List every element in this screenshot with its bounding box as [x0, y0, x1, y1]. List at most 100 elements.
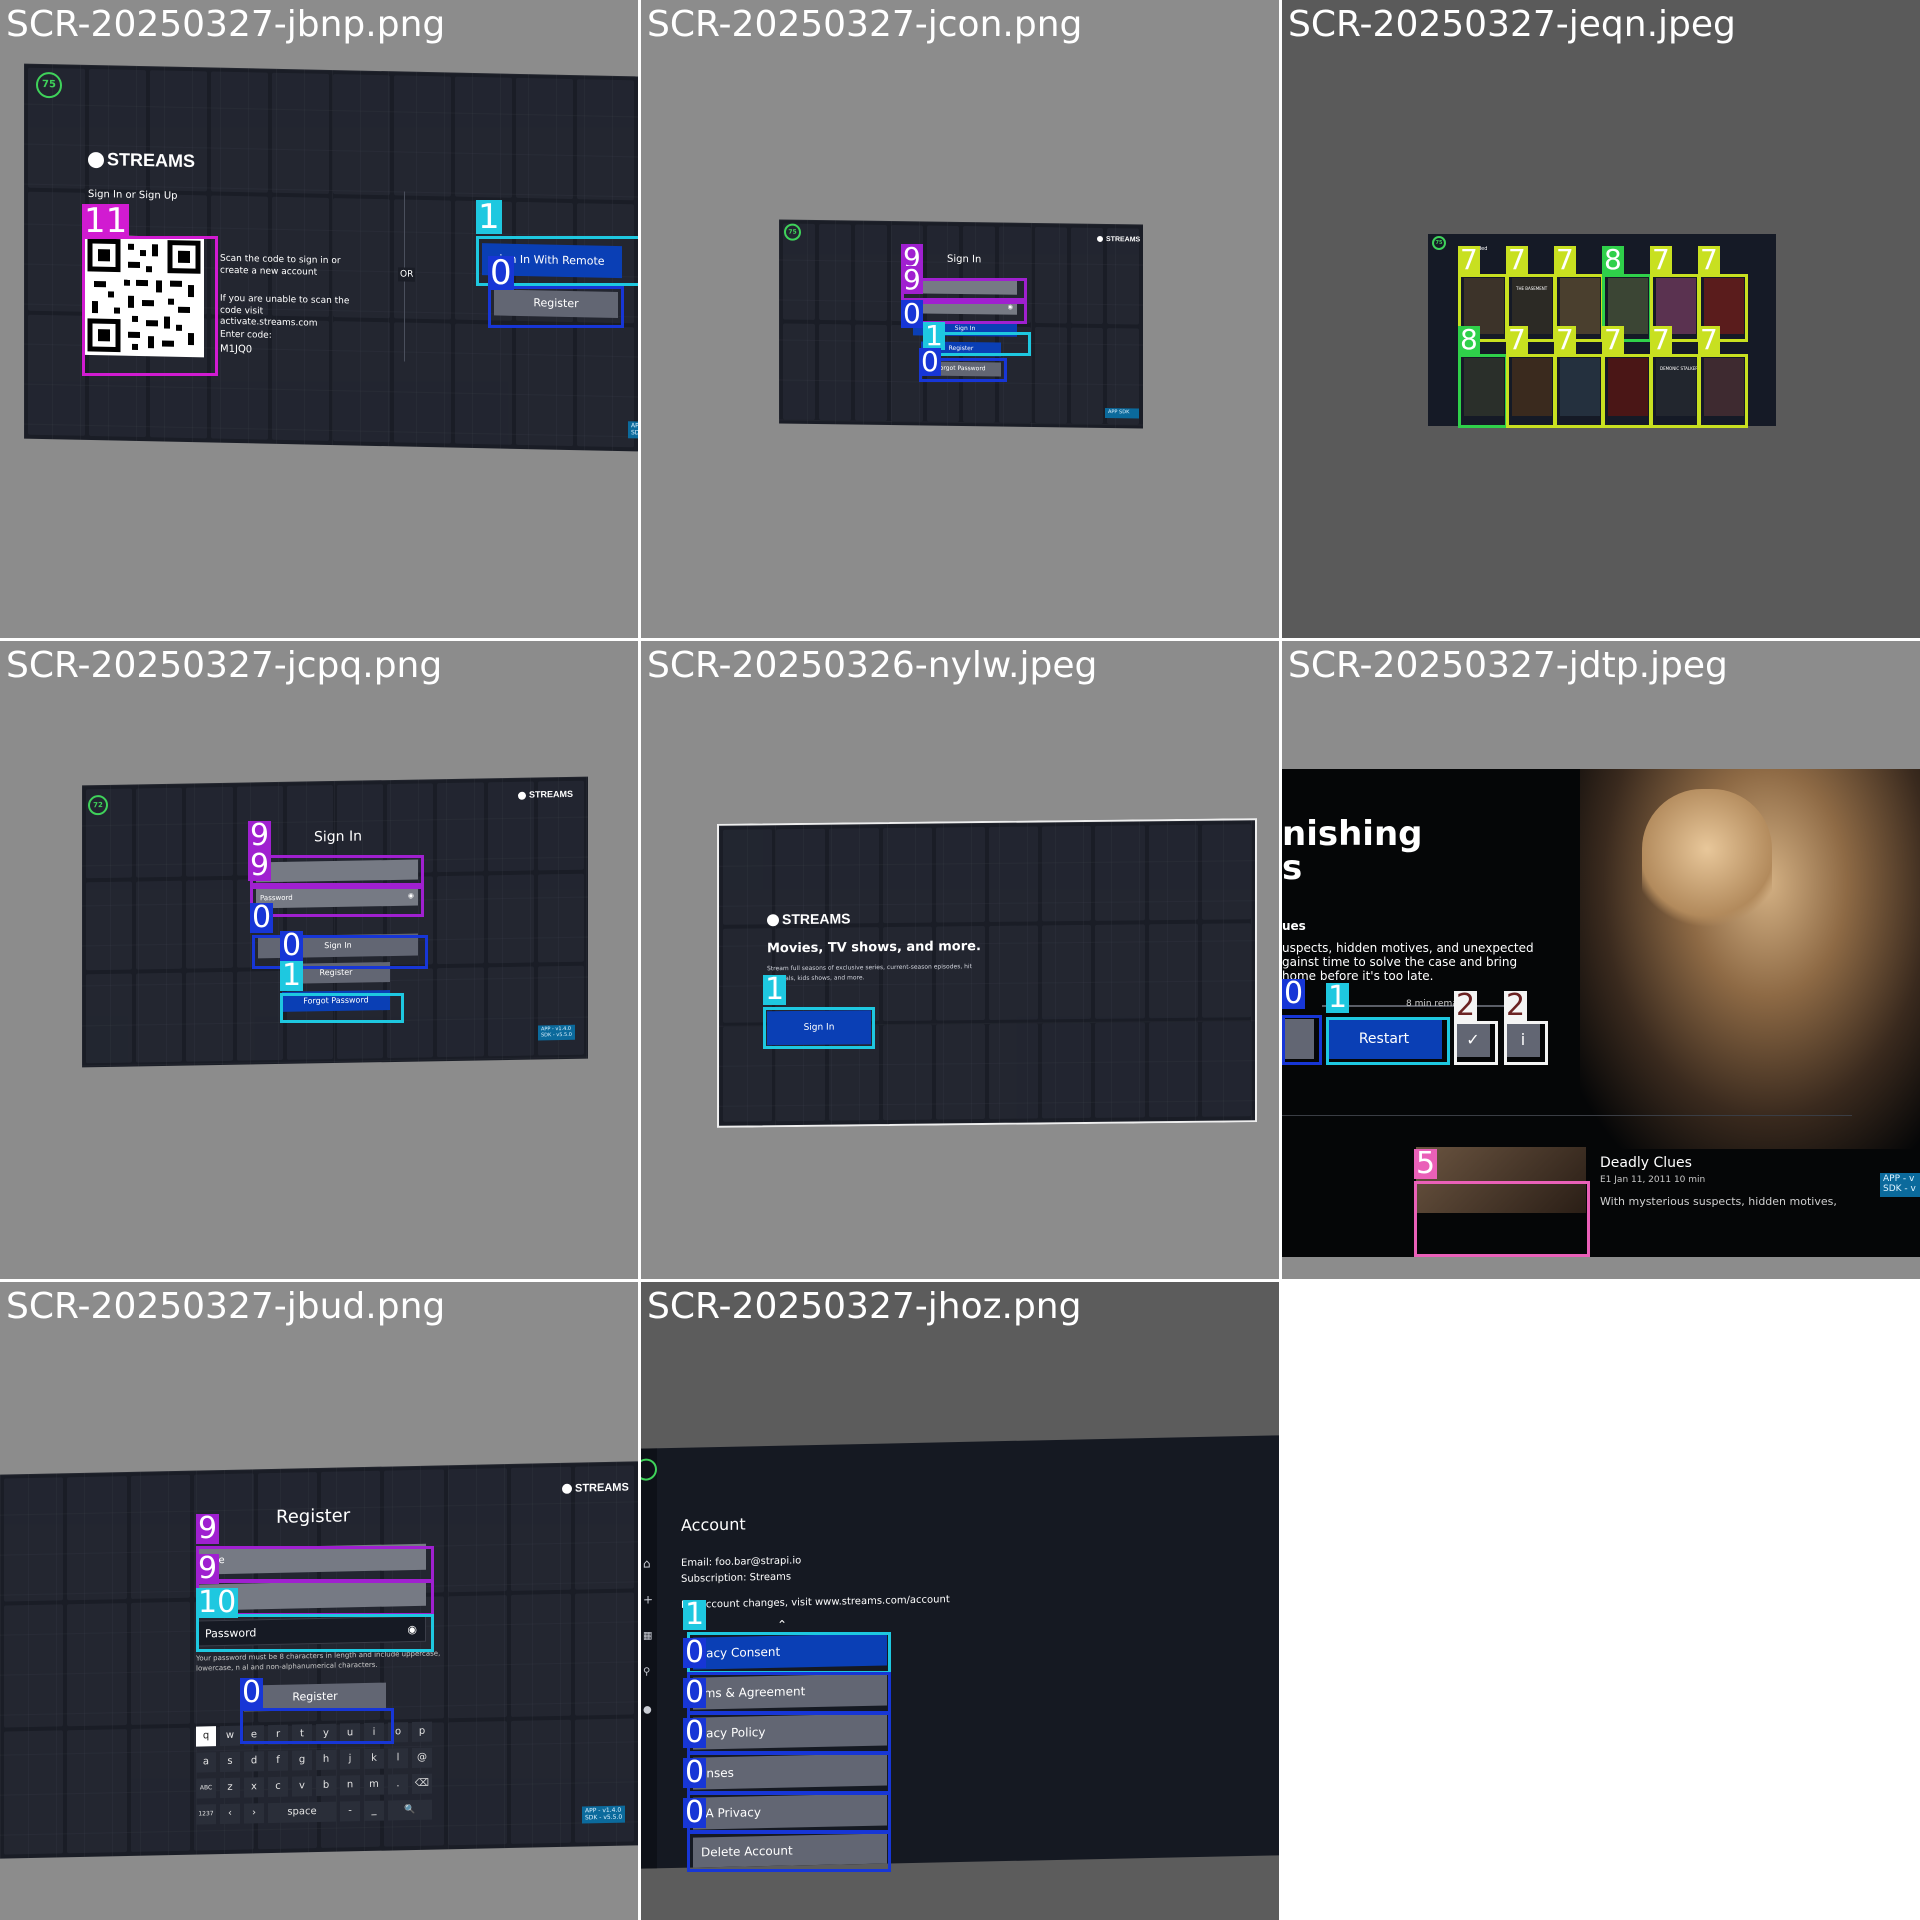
poster[interactable] — [1704, 358, 1744, 416]
poster[interactable] — [1608, 358, 1648, 416]
register-button[interactable]: Register — [244, 1682, 386, 1712]
key-k[interactable]: k — [364, 1748, 384, 1770]
play-button[interactable] — [1282, 1019, 1314, 1059]
email-field[interactable]: il — [256, 859, 418, 883]
key-123[interactable]: 1237 — [196, 1804, 216, 1825]
key-u[interactable]: u — [340, 1723, 360, 1744]
restart-button[interactable]: Restart — [1326, 1019, 1442, 1059]
key-w[interactable]: w — [220, 1725, 240, 1747]
key-s[interactable]: s — [220, 1751, 240, 1773]
info-icon[interactable]: i — [1506, 1023, 1540, 1057]
marker-tag: 0 — [250, 900, 274, 935]
marker-tag: 7 — [1650, 323, 1672, 356]
register-button[interactable]: Register — [494, 289, 618, 319]
key-o[interactable]: o — [388, 1722, 408, 1743]
ccpa-privacy-item[interactable]: PA Privacy — [693, 1793, 887, 1830]
key-j[interactable]: j — [340, 1749, 360, 1770]
arrow-left-icon[interactable]: ‹ — [220, 1803, 240, 1825]
search-icon[interactable]: 🔍 — [388, 1799, 432, 1821]
key-hyphen[interactable]: - — [340, 1801, 360, 1822]
licenses-item[interactable]: enses — [693, 1753, 887, 1790]
streams-logo: STREAMS — [562, 1482, 629, 1495]
description: gainst time to solve the case and bring — [1282, 955, 1518, 969]
privacy-policy-item[interactable]: vacy Policy — [693, 1713, 887, 1750]
marker-tag: 9 — [196, 1551, 220, 1586]
privacy-consent-item[interactable]: vacy Consent — [693, 1633, 887, 1670]
key-b[interactable]: b — [316, 1775, 336, 1797]
key-d[interactable]: d — [244, 1751, 264, 1772]
poster[interactable]: DEMONIC STALKER — [1656, 358, 1698, 416]
activation-code: M1JQ0 — [220, 343, 253, 356]
poster[interactable] — [1464, 278, 1504, 334]
arrow-right-icon[interactable]: › — [244, 1803, 264, 1824]
poster[interactable] — [1704, 278, 1744, 334]
check-icon[interactable]: ✓ — [1456, 1023, 1490, 1057]
key-at[interactable]: @ — [412, 1747, 432, 1769]
delete-account-item[interactable]: Delete Account — [693, 1833, 887, 1868]
password-field[interactable]: Password ◉ — [196, 1615, 426, 1647]
eye-icon[interactable]: ◉ — [1007, 303, 1013, 311]
key-space[interactable]: space — [268, 1801, 336, 1824]
key-z[interactable]: z — [220, 1777, 240, 1799]
panel-caption: SCR-20250327-jdtp.jpeg — [1288, 645, 1728, 686]
key-a[interactable]: a — [196, 1752, 216, 1773]
forgot-password-button[interactable]: Forgot Password — [282, 990, 390, 1012]
key-period[interactable]: . — [388, 1774, 408, 1795]
key-t[interactable]: t — [292, 1724, 312, 1745]
sign-in-button[interactable]: Sign In — [767, 1010, 871, 1046]
poster[interactable] — [1512, 358, 1552, 416]
description: uspects, hidden motives, and unexpected — [1282, 941, 1534, 955]
key-m[interactable]: m — [364, 1774, 384, 1796]
episode-thumbnail[interactable] — [1416, 1147, 1586, 1213]
poster[interactable] — [1560, 358, 1600, 416]
marker-tag: 8 — [1458, 323, 1480, 356]
key-p[interactable]: p — [412, 1721, 432, 1743]
marker-tag: 7 — [1698, 243, 1720, 276]
search-icon[interactable]: ⚲ — [643, 1666, 651, 1678]
marker-tag: 1 — [476, 197, 502, 237]
poster[interactable]: THE BASEMENT — [1512, 278, 1552, 334]
marker-tag: 7 — [1602, 323, 1624, 356]
key-n[interactable]: n — [340, 1775, 360, 1796]
tv-screen: 75 STREAMS Sign In or Sign Up — [24, 63, 638, 452]
marker-tag: 2 — [1504, 988, 1528, 1023]
key-v[interactable]: v — [292, 1776, 312, 1797]
key-underscore[interactable]: _ — [364, 1800, 384, 1822]
scan-instructions: Scan the code to sign in or create a new… — [220, 253, 341, 278]
backspace-icon[interactable]: ⌫ — [412, 1773, 432, 1795]
eye-icon[interactable]: ◉ — [407, 1622, 417, 1637]
panel-jhoz: SCR-20250327-jhoz.png ⌂ + ▦ ⚲ ● Account … — [641, 1282, 1279, 1920]
password-field[interactable]: Password ◉ — [256, 885, 418, 909]
key-i[interactable]: i — [364, 1722, 384, 1744]
sign-in-title: Sign In — [947, 253, 982, 266]
show-title: nishing s — [1282, 814, 1423, 888]
key-abc[interactable]: ABC — [196, 1778, 216, 1799]
plus-icon[interactable]: + — [643, 1592, 654, 1607]
eye-icon[interactable]: ◉ — [407, 891, 414, 900]
key-c[interactable]: c — [268, 1776, 288, 1798]
user-icon[interactable]: ● — [643, 1704, 652, 1716]
key-g[interactable]: g — [292, 1750, 312, 1771]
poster[interactable] — [1560, 278, 1600, 334]
key-x[interactable]: x — [244, 1777, 264, 1798]
key-q[interactable]: q — [196, 1726, 216, 1747]
poster[interactable] — [1464, 358, 1504, 416]
terms-agreement-item[interactable]: rms & Agreement — [693, 1673, 887, 1710]
badge-icon: 75 — [784, 223, 801, 241]
description: home before it's too late. — [1282, 969, 1434, 983]
key-h[interactable]: h — [316, 1749, 336, 1771]
name-field[interactable]: ime — [196, 1543, 426, 1575]
panel-caption: SCR-20250327-jeqn.jpeg — [1288, 4, 1736, 45]
key-l[interactable]: l — [388, 1748, 408, 1769]
key-f[interactable]: f — [268, 1750, 288, 1772]
poster[interactable] — [1656, 278, 1696, 334]
version-badge: APP - v1.4.0 SDK - v5.5.0 — [582, 1805, 626, 1824]
home-icon[interactable]: ⌂ — [643, 1556, 651, 1571]
key-r[interactable]: r — [268, 1724, 288, 1746]
grid-icon[interactable]: ▦ — [643, 1630, 653, 1642]
poster[interactable] — [1608, 278, 1648, 334]
key-e[interactable]: e — [244, 1725, 264, 1746]
chevron-up-icon[interactable]: ⌃ — [777, 1617, 788, 1632]
marker-tag: 7 — [1458, 243, 1480, 276]
key-y[interactable]: y — [316, 1723, 336, 1745]
